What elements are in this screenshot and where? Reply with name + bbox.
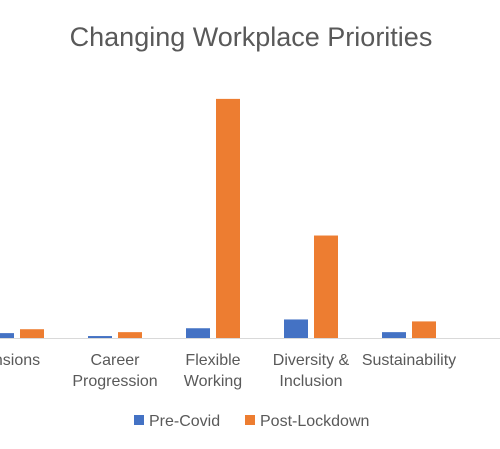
bar-post-lockdown-4 [412, 321, 436, 338]
legend-swatch-0 [134, 415, 144, 425]
legend-label-1: Post-Lockdown [260, 413, 369, 430]
bar-pre-covid-4 [382, 332, 406, 338]
bar-post-lockdown-2 [216, 98, 240, 338]
bar-post-lockdown-1 [118, 332, 142, 338]
legend: Pre-Covid Post-Lockdown [134, 413, 369, 430]
bar-post-lockdown-0 [20, 329, 44, 338]
category-label-4: Sustainability [362, 352, 456, 369]
legend-swatch-1 [245, 415, 255, 425]
bar-post-lockdown-3 [314, 235, 338, 338]
bars-group [0, 98, 436, 338]
bar-pre-covid-3 [284, 319, 308, 338]
chart-title: Changing Workplace Priorities [70, 22, 433, 52]
bar-pre-covid-2 [186, 328, 210, 338]
legend-label-0: Pre-Covid [149, 413, 220, 430]
bar-pre-covid-1 [88, 336, 112, 338]
category-label-2: Flexible Working [184, 352, 242, 390]
bar-pre-covid-0 [0, 333, 14, 338]
category-label-3: Diversity & Inclusion [273, 352, 350, 390]
category-label-0: nsions [0, 352, 40, 369]
category-label-1: Career Progression [72, 352, 157, 390]
